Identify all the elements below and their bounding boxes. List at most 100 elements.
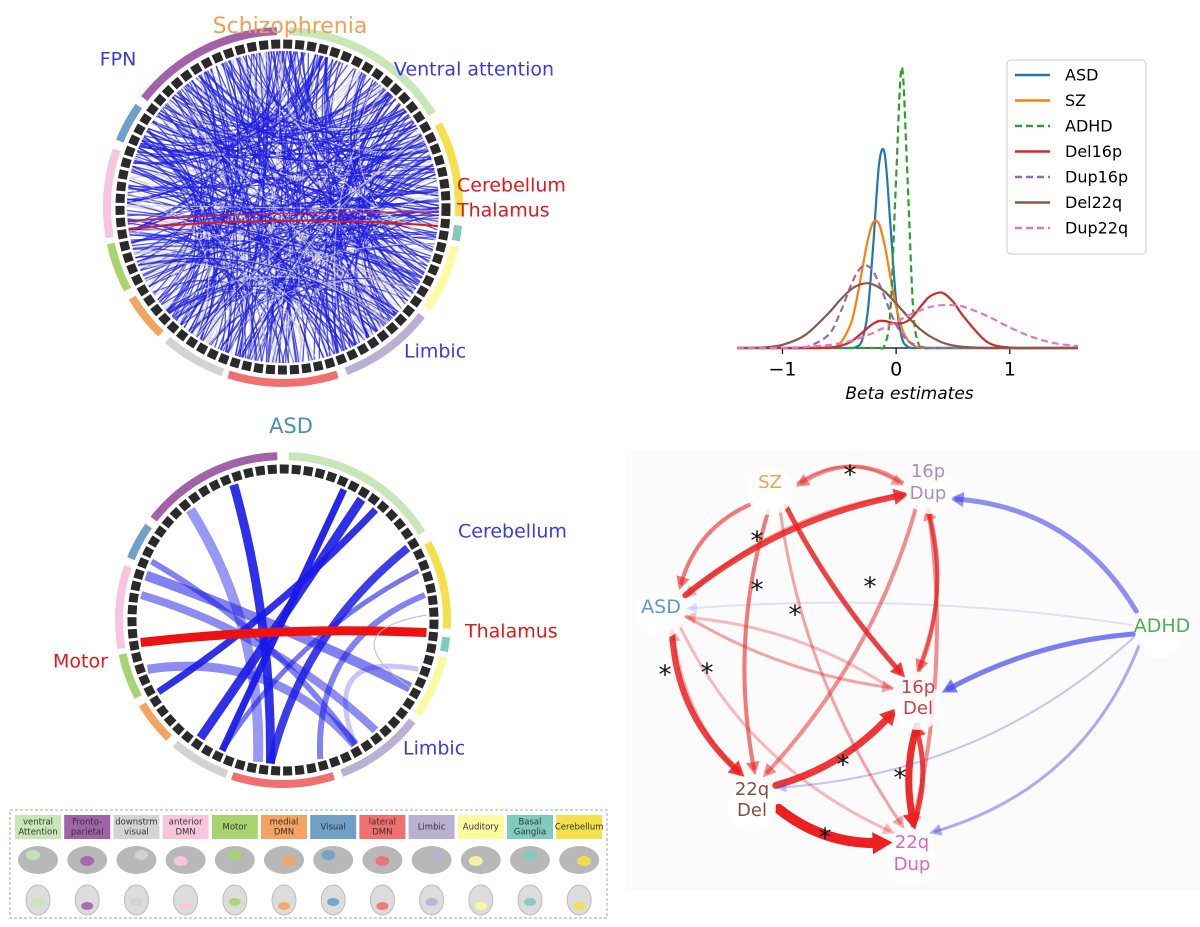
- network-name: downstrm: [115, 818, 157, 828]
- chord: [354, 163, 434, 339]
- network-name: DMN: [372, 828, 392, 838]
- edge-arrowhead: [879, 708, 897, 727]
- network-edge: [678, 625, 891, 833]
- chord: [169, 99, 419, 285]
- brain-axial: [173, 884, 199, 916]
- star: *: [837, 751, 850, 781]
- chord: [135, 255, 285, 364]
- chord: [145, 266, 392, 320]
- ring-segment: [150, 452, 278, 522]
- chord-layer: [102, 27, 463, 788]
- brain-axial: [566, 884, 592, 916]
- brain-region: [32, 898, 44, 906]
- chord: [266, 544, 411, 765]
- network-edge: [772, 711, 895, 789]
- node-backdrop: [636, 591, 684, 639]
- network-name: Visual: [321, 823, 346, 833]
- ring-segment: [288, 452, 426, 536]
- star: *: [751, 576, 764, 606]
- network-name: DMN: [274, 828, 294, 838]
- chord: [147, 661, 359, 748]
- edge-arrowhead: [915, 657, 929, 673]
- chord: [343, 663, 419, 746]
- chord: [195, 144, 427, 337]
- chord: [138, 260, 345, 351]
- network-name: medial: [270, 818, 299, 828]
- brain-region: [573, 902, 586, 910]
- chord: [159, 95, 393, 139]
- node-label: SZ: [758, 472, 782, 493]
- legend-label: Del22q: [1065, 193, 1122, 212]
- network-edge: [917, 507, 940, 669]
- chord: [133, 218, 439, 254]
- legend-label: Del16p: [1065, 142, 1122, 161]
- brain-region: [228, 898, 241, 906]
- network-name: ventral: [23, 818, 53, 828]
- brain-axial: [74, 884, 100, 916]
- chord: [157, 73, 218, 301]
- node-backdrop: [728, 784, 776, 832]
- network-name: visual: [124, 828, 149, 838]
- chord: [127, 211, 439, 222]
- chord: [201, 50, 288, 341]
- edge-arrowhead: [890, 474, 904, 486]
- network-swatch: [359, 815, 406, 839]
- network-swatch: [457, 815, 504, 839]
- chord: [333, 86, 384, 351]
- network-edge: [669, 629, 742, 775]
- ring-segment: [118, 653, 142, 699]
- chord: [139, 263, 333, 356]
- brain-region: [375, 856, 390, 866]
- chord-label: FPN: [100, 49, 137, 71]
- chord: [140, 626, 427, 647]
- chord: [198, 75, 392, 320]
- node-label: ASD: [641, 596, 681, 618]
- brain-axial: [369, 884, 395, 916]
- brain-region: [81, 902, 94, 910]
- network-edge: [778, 507, 903, 825]
- edge-arrowhead: [683, 612, 697, 625]
- brain-region: [468, 856, 483, 866]
- chord: [141, 140, 439, 223]
- chord: [128, 219, 438, 230]
- network-name: Auditory: [463, 823, 499, 833]
- network-edge: [690, 601, 1134, 626]
- legend-label: ASD: [1065, 66, 1098, 85]
- legend-label: Dup22q: [1065, 219, 1128, 238]
- brain-sagittal: [116, 846, 157, 874]
- ring-segment: [102, 148, 121, 239]
- ring-segment: [340, 718, 416, 777]
- chord: [135, 254, 355, 347]
- legend-label: SZ: [1065, 91, 1086, 110]
- brain-region: [173, 856, 188, 866]
- node-label-line: ASD: [641, 596, 681, 618]
- chord-title: Schizophrenia: [213, 14, 368, 39]
- chord: [246, 52, 265, 360]
- chord: [131, 77, 372, 245]
- star: *: [864, 573, 877, 603]
- node-label-line: 22q: [735, 779, 769, 800]
- network-name: lateral: [369, 818, 396, 828]
- network-swatch: [64, 815, 111, 839]
- edge-arrowhead: [668, 629, 681, 643]
- brain-axial: [468, 884, 494, 916]
- chord: [134, 159, 423, 278]
- brain-region: [278, 902, 290, 910]
- star: *: [789, 601, 802, 631]
- chord: [127, 188, 210, 337]
- node-label: 22q Del: [735, 779, 769, 821]
- chord: [129, 176, 276, 363]
- network-swatch: [211, 815, 258, 839]
- edge-arrowhead: [889, 661, 906, 678]
- chord-label: Cerebellum: [457, 175, 566, 197]
- chord-title: ASD: [269, 414, 313, 438]
- chord: [361, 109, 406, 316]
- chord: [133, 64, 349, 165]
- chord-label: Thalamus: [456, 200, 550, 222]
- edge-arrowhead: [795, 473, 811, 487]
- chord: [247, 54, 431, 160]
- network-layer: [636, 464, 1184, 885]
- legend-box: [1006, 59, 1147, 255]
